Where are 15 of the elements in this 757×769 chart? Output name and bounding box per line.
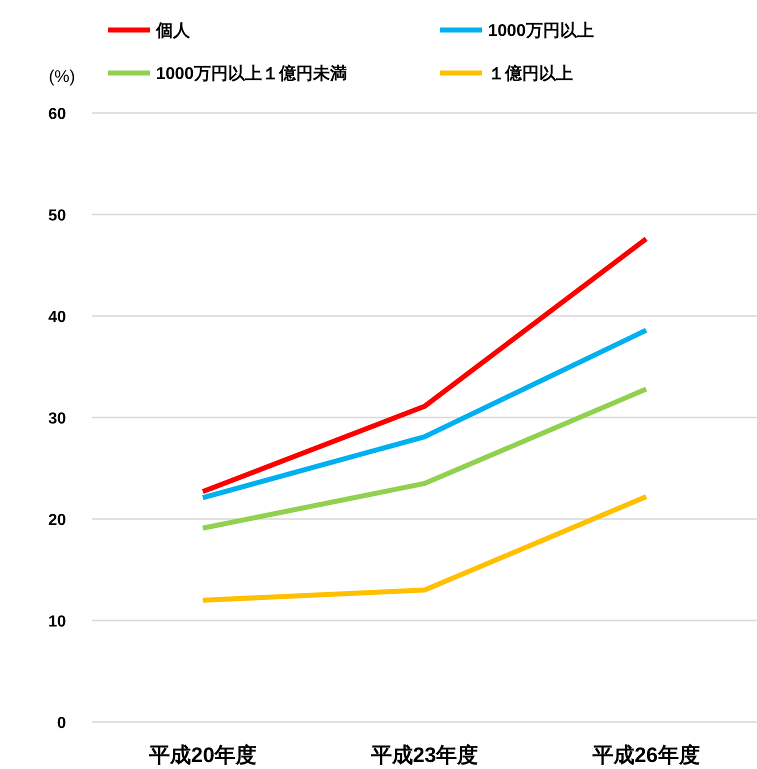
y-tick-label: 40	[48, 309, 66, 326]
legend-label: １億円以上	[488, 64, 573, 83]
y-tick-label: 50	[48, 208, 66, 224]
legend-label: 1000万円以上	[488, 21, 594, 40]
y-tick-label: 30	[48, 410, 66, 428]
x-tick-label: 平成20年度	[148, 743, 257, 767]
y-tick-label: 60	[48, 106, 66, 123]
y-tick-label: 10	[48, 614, 66, 630]
x-tick-label: 平成23年度	[370, 743, 478, 767]
x-tick-label: 平成26年度	[591, 743, 700, 767]
y-tick-label: 20	[48, 512, 66, 529]
legend-label: 1000万円以上１億円未満	[156, 64, 347, 83]
y-axis-title: (%)	[48, 67, 76, 86]
y-tick-label: 0	[57, 715, 66, 732]
legend-label: 個人	[155, 21, 191, 40]
